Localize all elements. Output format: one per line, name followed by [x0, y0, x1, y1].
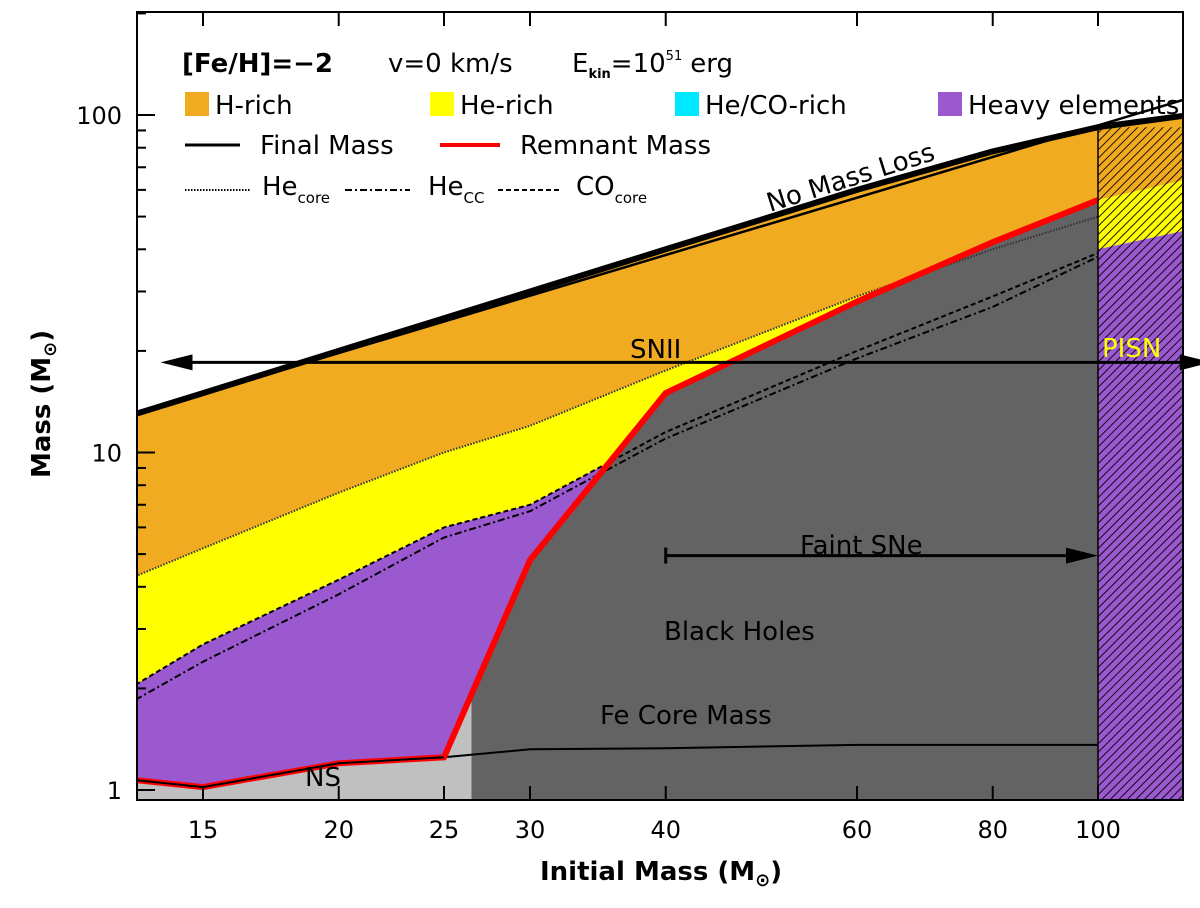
faint-sne-arrow	[664, 547, 1098, 564]
final-mass-line	[137, 112, 1183, 417]
black-holes-label: Black Holes	[664, 617, 815, 647]
x-tick-label: 25	[429, 816, 460, 844]
x-tick-label: 100	[1075, 816, 1121, 844]
ekin-eq: =10	[611, 49, 666, 79]
y-tick-label: 1	[107, 777, 122, 805]
header-ekin: Ekin=1051 erg	[572, 49, 733, 82]
header-feh: [Fe/H]=−2	[182, 49, 333, 79]
legend: [Fe/H]=−2 v=0 km/s Ekin=1051 erg H-rich He…	[182, 49, 1179, 207]
ekin-prefix: E	[572, 49, 588, 79]
y-axis: 1 10 100	[76, 12, 155, 805]
ns-boundary-line	[137, 756, 445, 789]
header-velocity: v=0 km/s	[388, 49, 513, 79]
legend-he-cc: HeCC	[428, 172, 485, 207]
legend-swatch-3	[938, 92, 962, 116]
h-rich-area	[137, 127, 1098, 576]
y-axis-sun-symbol: ⊙	[40, 342, 61, 357]
legend-co-core: COcore	[576, 172, 647, 207]
legend-label-1: He-rich	[460, 91, 554, 121]
no-mass-loss-line	[137, 98, 1183, 415]
x-axis: 15 20 25 30 40 60 80 100	[188, 12, 1121, 844]
plot-frame	[136, 11, 1184, 801]
legend-remnant-mass: Remnant Mass	[520, 131, 711, 161]
x-tick-label: 20	[323, 816, 354, 844]
x-tick-label: 30	[515, 816, 546, 844]
fe-core-mass-label: Fe Core Mass	[600, 701, 772, 731]
y-axis-label: Mass (M⊙)	[27, 330, 61, 478]
fe-core-mass-line	[443, 743, 1098, 759]
x-axis-sun-symbol: ⊙	[755, 870, 770, 891]
ekin-sub: kin	[588, 67, 610, 82]
plot-area	[137, 98, 1183, 800]
x-tick-label: 40	[650, 816, 681, 844]
legend-final-mass: Final Mass	[260, 131, 394, 161]
legend-label-3: Heavy elements	[968, 91, 1179, 121]
legend-swatch-2	[675, 92, 699, 116]
x-tick-label: 80	[977, 816, 1008, 844]
legend-label-2: He/CO-rich	[705, 91, 847, 121]
legend-label-0: H-rich	[215, 91, 293, 121]
snii-label: SNII	[630, 335, 681, 365]
legend-fills: H-rich He-rich He/CO-rich Heavy elements	[185, 91, 1179, 121]
x-tick-label: 60	[842, 816, 873, 844]
neutron-star-area	[137, 694, 472, 800]
legend-swatch-1	[430, 92, 454, 116]
x-axis-label: Initial Mass (M⊙)	[540, 857, 782, 891]
faint-sne-label: Faint SNe	[800, 531, 923, 561]
ns-label: NS	[305, 763, 341, 793]
snii-arrow	[160, 354, 1200, 371]
black-holes-area	[471, 200, 1098, 800]
pisn-label: PISN	[1102, 334, 1161, 364]
he-cc-line	[137, 255, 1099, 701]
co-core-line	[137, 252, 1099, 686]
pisn-hatch	[1098, 127, 1183, 800]
y-tick-label: 10	[91, 440, 122, 468]
ekin-unit: erg	[690, 49, 733, 79]
ekin-sup: 51	[666, 49, 683, 64]
y-tick-label: 100	[76, 102, 122, 130]
legend-he-core: Hecore	[262, 172, 330, 207]
x-tick-label: 15	[188, 816, 219, 844]
legend-swatch-0	[185, 92, 209, 116]
